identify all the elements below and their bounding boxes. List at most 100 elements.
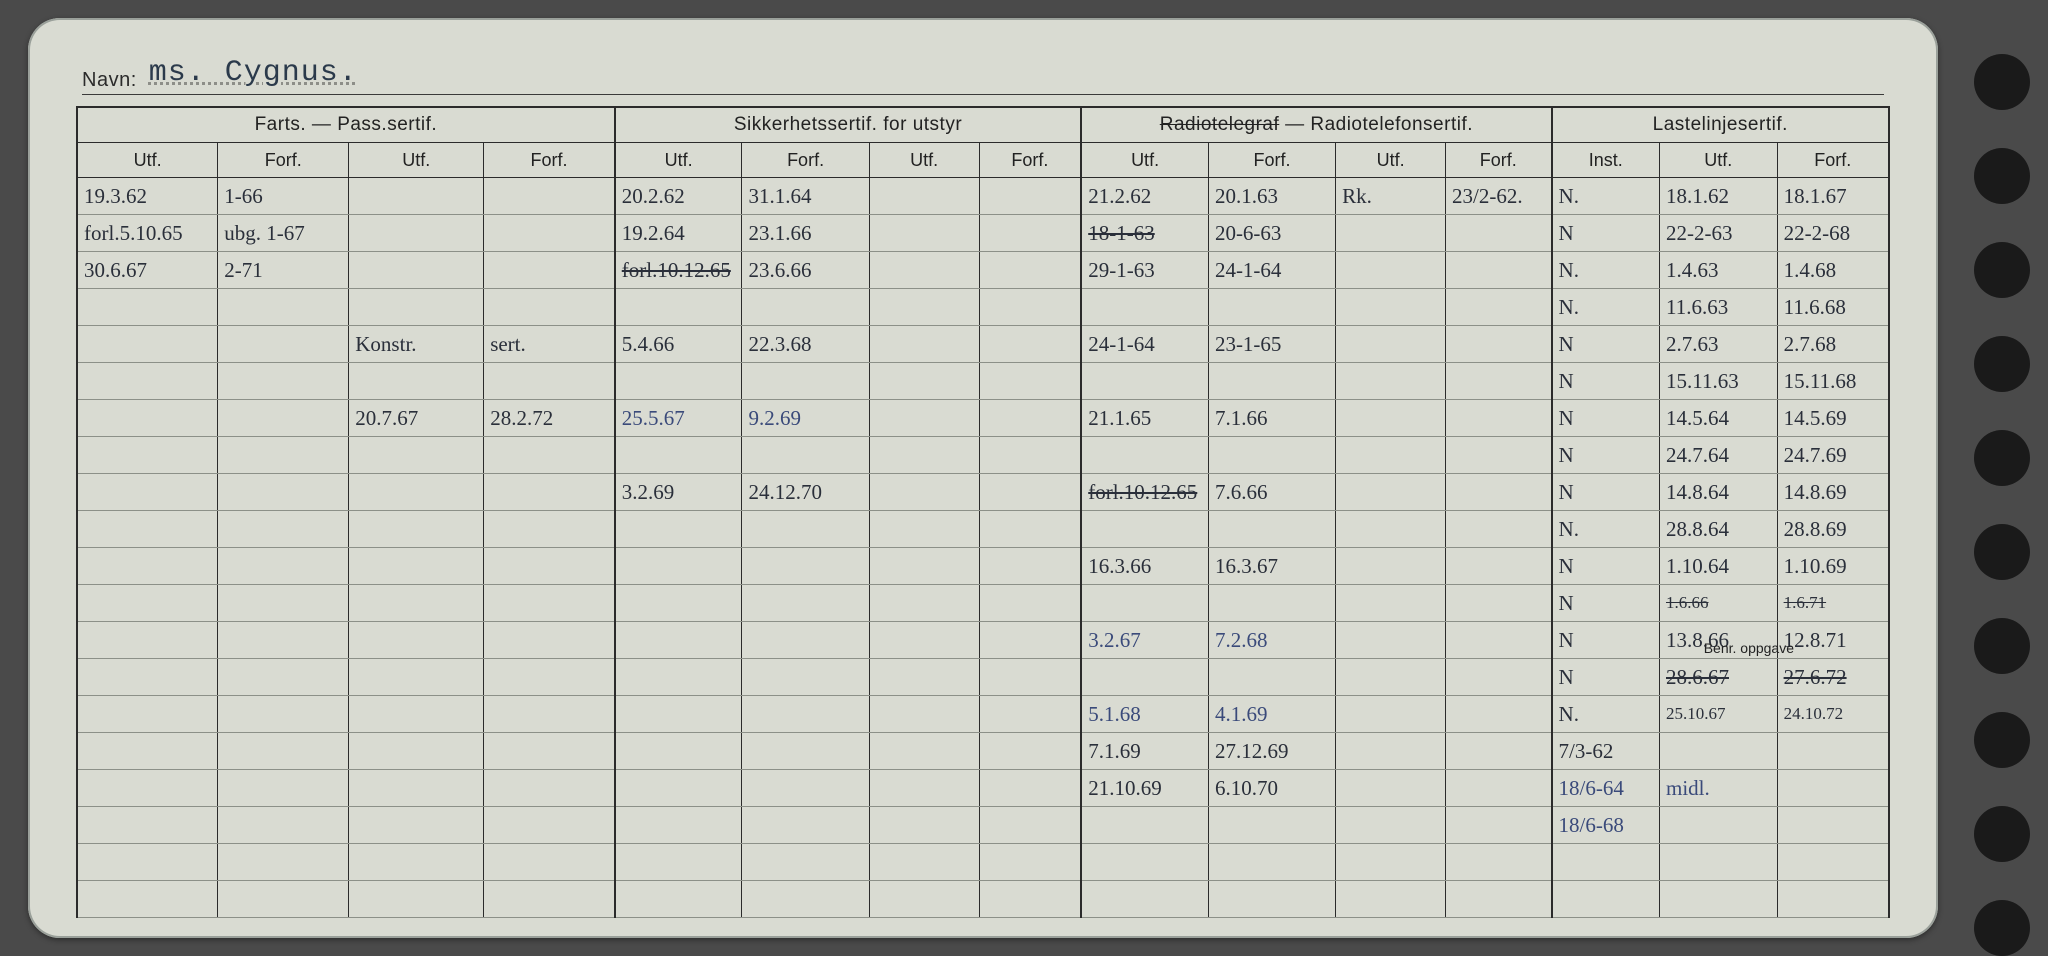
cell — [869, 437, 979, 474]
cell: N — [1552, 622, 1660, 659]
cell — [869, 400, 979, 437]
table-row: 18/6-68 — [77, 807, 1889, 844]
subheader: Utf. — [1336, 143, 1446, 178]
cell — [1446, 696, 1552, 733]
cell — [979, 807, 1081, 844]
cell — [349, 585, 484, 622]
cell — [869, 363, 979, 400]
cell — [869, 511, 979, 548]
cell: 1-66 — [218, 178, 349, 215]
punch-hole — [1974, 806, 2030, 862]
subheader-row: Utf. Forf. Utf. Forf. Utf. Forf. Utf. Fo… — [77, 143, 1889, 178]
name-row: Navn: ms. Cygnus. — [82, 52, 1884, 95]
cell: 18/6-68 — [1552, 807, 1660, 844]
cell — [77, 437, 218, 474]
certificate-table: Farts. — Pass.sertif. Sikkerhetssertif. … — [76, 106, 1890, 914]
cell — [1336, 696, 1446, 733]
cell: 6.10.70 — [1208, 770, 1335, 807]
subheader: Forf. — [1208, 143, 1335, 178]
cell — [1336, 881, 1446, 918]
cell — [1777, 844, 1889, 881]
cell — [484, 215, 615, 252]
cell — [484, 548, 615, 585]
cell — [484, 511, 615, 548]
cell — [218, 585, 349, 622]
cell — [218, 733, 349, 770]
cell — [77, 474, 218, 511]
table-row: 16.3.6616.3.67N1.10.641.10.69 — [77, 548, 1889, 585]
cell: 27.6.72 — [1777, 659, 1889, 696]
cell — [218, 474, 349, 511]
cell: 18/6-64 — [1552, 770, 1660, 807]
cell: N — [1552, 400, 1660, 437]
cell: 23-1-65 — [1208, 326, 1335, 363]
subheader: Forf. — [1777, 143, 1889, 178]
table-row: N28.6.6727.6.72 — [77, 659, 1889, 696]
cell: 5.1.68 — [1081, 696, 1208, 733]
cell: 25.10.67 — [1660, 696, 1778, 733]
cell — [484, 252, 615, 289]
cell — [218, 548, 349, 585]
cell: 1.6.66 — [1660, 585, 1778, 622]
table-row: 30.6.672-71forl.10.12.6523.6.6629-1-6324… — [77, 252, 1889, 289]
cell — [1208, 844, 1335, 881]
cell — [615, 659, 742, 696]
cell — [1336, 585, 1446, 622]
cell — [1446, 474, 1552, 511]
cell — [1446, 807, 1552, 844]
cell — [869, 770, 979, 807]
cell — [869, 215, 979, 252]
cell: 28.8.64 — [1660, 511, 1778, 548]
subheader: Utf. — [1081, 143, 1208, 178]
cell — [979, 363, 1081, 400]
cell — [484, 733, 615, 770]
cell — [349, 474, 484, 511]
cell: 24-1-64 — [1208, 252, 1335, 289]
cell — [742, 844, 869, 881]
cell — [77, 548, 218, 585]
cell — [979, 548, 1081, 585]
cell — [349, 363, 484, 400]
cell — [1777, 881, 1889, 918]
cell — [869, 252, 979, 289]
cell — [979, 474, 1081, 511]
cell — [1446, 844, 1552, 881]
cell — [77, 400, 218, 437]
cell — [1081, 844, 1208, 881]
cell — [77, 289, 218, 326]
cell — [349, 844, 484, 881]
cell — [979, 659, 1081, 696]
subheader: Utf. — [1660, 143, 1778, 178]
cell: 23.1.66 — [742, 215, 869, 252]
cell — [1336, 215, 1446, 252]
cell — [1336, 289, 1446, 326]
cell: N. — [1552, 252, 1660, 289]
cell — [979, 215, 1081, 252]
cell — [1446, 770, 1552, 807]
cell — [484, 696, 615, 733]
cell — [218, 363, 349, 400]
cell — [979, 696, 1081, 733]
subheader: Forf. — [484, 143, 615, 178]
cell — [1336, 326, 1446, 363]
table-row: N15.11.6315.11.68 — [77, 363, 1889, 400]
cell — [979, 252, 1081, 289]
cell: 31.1.64 — [742, 178, 869, 215]
cell — [615, 585, 742, 622]
subheader: Forf. — [742, 143, 869, 178]
cell: 16.3.66 — [1081, 548, 1208, 585]
cell: 27.12.69 — [1208, 733, 1335, 770]
cell — [1552, 844, 1660, 881]
cell — [979, 289, 1081, 326]
cell — [349, 807, 484, 844]
cell — [77, 511, 218, 548]
cell — [1336, 807, 1446, 844]
cell — [349, 696, 484, 733]
cell — [615, 437, 742, 474]
cell — [218, 289, 349, 326]
table-row: N24.7.6424.7.69 — [77, 437, 1889, 474]
cell: 1.6.71 — [1777, 585, 1889, 622]
cell — [1446, 659, 1552, 696]
benr-oppgave-label: Benr. oppgave — [1704, 640, 1794, 656]
cell — [218, 659, 349, 696]
